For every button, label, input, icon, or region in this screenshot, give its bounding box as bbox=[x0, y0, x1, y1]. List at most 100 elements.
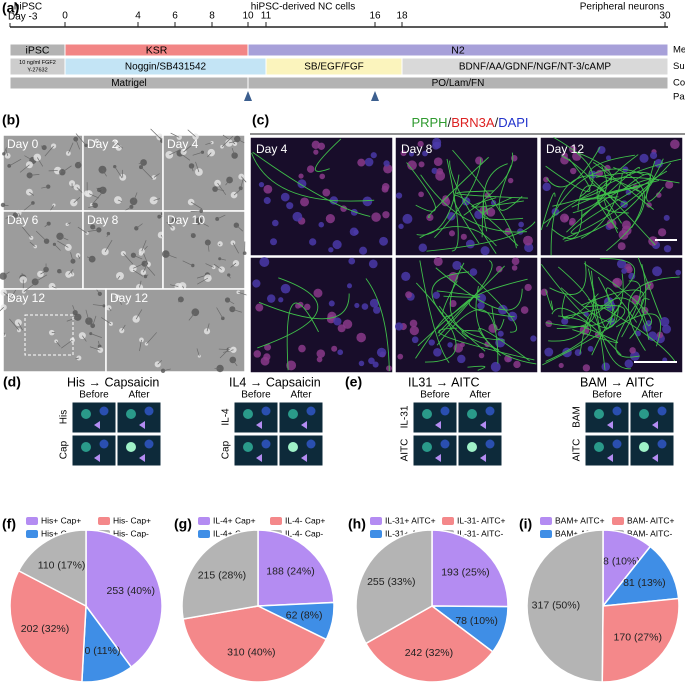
neurite bbox=[133, 192, 138, 202]
nucleus bbox=[601, 362, 611, 371]
neurite bbox=[168, 219, 175, 225]
cell bbox=[70, 272, 75, 277]
neurite bbox=[540, 192, 556, 231]
nucleus bbox=[647, 331, 658, 342]
arrowhead bbox=[652, 454, 658, 462]
pie-slice bbox=[9, 569, 87, 682]
image-label: Day 4 bbox=[256, 142, 288, 156]
panel-label: (d) bbox=[3, 374, 21, 390]
cell bbox=[229, 306, 236, 313]
cell bbox=[243, 442, 253, 452]
image-label: Day 12 bbox=[7, 291, 45, 305]
nucleus bbox=[372, 361, 379, 368]
neurite bbox=[59, 270, 63, 273]
timeline-segment bbox=[401, 57, 669, 76]
arrowhead bbox=[94, 454, 100, 462]
image-label: Day 12 bbox=[546, 142, 584, 156]
cell bbox=[106, 305, 112, 311]
nucleus bbox=[477, 302, 485, 310]
calcium-image bbox=[457, 401, 503, 434]
neurite bbox=[196, 348, 200, 357]
nucleus bbox=[397, 353, 404, 360]
legend-label: His- Cap- bbox=[113, 528, 149, 538]
marker-name: PRPH bbox=[411, 115, 447, 130]
legend-label: IL-31+ AITC+ bbox=[385, 515, 436, 525]
legend-swatch bbox=[370, 517, 382, 525]
nucleus bbox=[441, 197, 451, 207]
nucleus bbox=[270, 238, 278, 246]
nucleus bbox=[361, 303, 369, 310]
neurite bbox=[562, 306, 612, 319]
nucleus bbox=[295, 303, 301, 309]
neurite bbox=[18, 322, 23, 331]
nucleus bbox=[418, 243, 428, 252]
nucleus bbox=[381, 185, 389, 193]
neurite bbox=[198, 220, 209, 227]
cell bbox=[204, 239, 211, 246]
cell bbox=[306, 406, 316, 416]
neurite bbox=[114, 166, 123, 179]
neurite bbox=[96, 289, 101, 295]
neurite bbox=[67, 222, 71, 225]
neurite bbox=[217, 214, 226, 220]
nucleus bbox=[418, 191, 424, 198]
neurite bbox=[213, 263, 222, 270]
cell bbox=[130, 252, 137, 258]
neurite bbox=[29, 241, 36, 247]
group-title: His → Capsaicin bbox=[67, 375, 159, 389]
legend-swatch bbox=[612, 517, 624, 525]
slice-label: 193 (25%) bbox=[441, 567, 489, 579]
legend-swatch bbox=[98, 517, 110, 525]
neurite bbox=[595, 171, 654, 198]
nucleus bbox=[431, 167, 438, 174]
nucleus bbox=[543, 176, 549, 183]
neurite bbox=[136, 223, 143, 229]
nucleus bbox=[337, 349, 344, 356]
neurite bbox=[170, 132, 180, 138]
arrowhead bbox=[256, 421, 262, 429]
slice-label: 70 (11%) bbox=[79, 645, 121, 657]
neurite bbox=[87, 229, 99, 232]
neurite bbox=[102, 169, 107, 177]
neurite bbox=[55, 340, 61, 347]
neurite bbox=[75, 357, 79, 360]
neurite bbox=[44, 145, 54, 157]
nucleus bbox=[465, 239, 475, 249]
column-label: Before bbox=[79, 390, 109, 401]
nucleus bbox=[357, 158, 366, 167]
neurite bbox=[218, 243, 221, 246]
cell bbox=[467, 442, 477, 452]
day-label: 6 bbox=[172, 11, 178, 22]
cell bbox=[149, 196, 158, 205]
neurite bbox=[92, 304, 105, 307]
cell bbox=[115, 294, 121, 300]
cell bbox=[81, 409, 91, 419]
neurite bbox=[138, 162, 144, 164]
neurite bbox=[241, 176, 247, 183]
nucleus bbox=[513, 360, 521, 369]
cell bbox=[440, 406, 450, 416]
nucleus bbox=[435, 170, 446, 181]
neurite bbox=[178, 299, 182, 303]
arrowhead bbox=[435, 421, 441, 429]
row-label: Passage bbox=[673, 92, 685, 103]
neurite bbox=[314, 138, 342, 172]
arrowhead bbox=[607, 421, 613, 429]
nucleus bbox=[331, 345, 338, 352]
neurite bbox=[166, 221, 174, 229]
nucleus bbox=[297, 179, 307, 189]
cell bbox=[228, 348, 232, 352]
nucleus bbox=[328, 247, 334, 253]
neurite bbox=[577, 184, 616, 211]
stage-label: Peripheral neurons bbox=[580, 2, 665, 13]
neurite bbox=[11, 289, 16, 298]
nucleus bbox=[364, 157, 374, 167]
nucleus bbox=[542, 182, 551, 192]
nucleus bbox=[316, 356, 323, 363]
row-label: IL-31 bbox=[400, 405, 411, 428]
neurite bbox=[542, 158, 682, 225]
legend-label: IL-31- AITC- bbox=[457, 528, 503, 538]
cell bbox=[99, 439, 109, 449]
marker-name: DAPI bbox=[498, 115, 528, 130]
nucleus bbox=[400, 150, 407, 157]
